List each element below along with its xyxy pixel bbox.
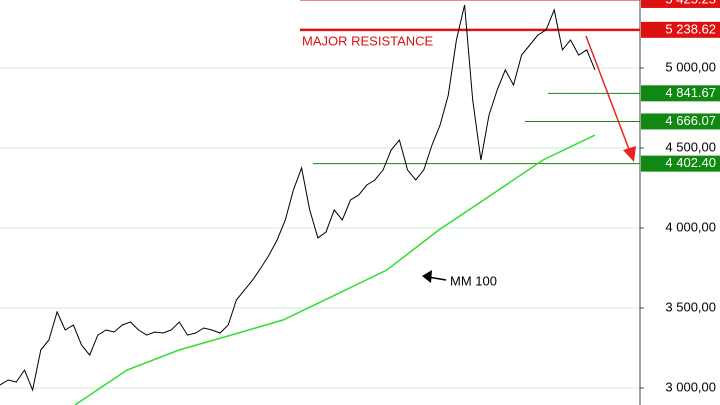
level-label: 5 238.62 <box>665 21 716 36</box>
annotation: MM 100 <box>450 273 497 288</box>
level-box <box>641 113 720 130</box>
level-box <box>641 155 720 172</box>
y-tick-label: 4 500,00 <box>665 139 716 154</box>
level-label: 4 841.67 <box>665 85 716 100</box>
price-line <box>0 4 596 392</box>
level-box <box>641 21 720 38</box>
mm-arrow <box>422 270 447 283</box>
y-tick-label: 5 000,00 <box>665 59 716 74</box>
y-tick-label: 3 000,00 <box>665 379 716 394</box>
level-box <box>641 0 720 8</box>
y-tick-label: 4 000,00 <box>665 219 716 234</box>
level-label: 4 666.07 <box>665 113 716 128</box>
moving-average <box>74 134 596 405</box>
level-box <box>641 85 720 102</box>
grid <box>0 67 640 389</box>
annotation: MAJOR RESISTANCE <box>302 33 434 48</box>
y-tick-label: 3 500,00 <box>665 299 716 314</box>
level-label: 5 425.25 <box>665 0 716 6</box>
target-arrow <box>585 35 636 162</box>
level-label: 4 402.40 <box>665 155 716 170</box>
